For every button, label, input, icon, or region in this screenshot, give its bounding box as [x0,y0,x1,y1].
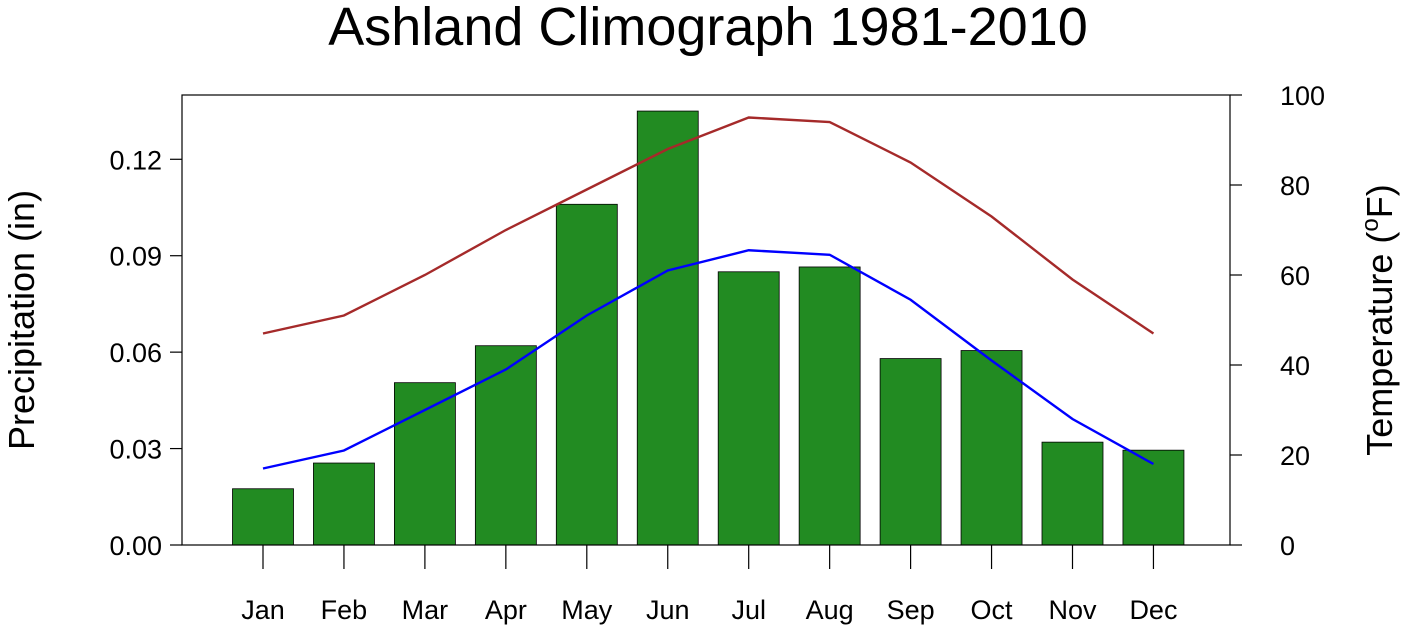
temperature-axis: 0 20 40 60 80 100 [1230,81,1325,561]
precipitation-tick-label: 0.09 [109,242,162,272]
precipitation-axis-title: Precipitation (in) [1,190,42,450]
temperature-tick-label: 0 [1280,531,1295,561]
precipitation-tick-label: 0.12 [109,145,162,175]
temperature-axis-title: Temperature (oF) [1357,184,1400,455]
precipitation-bar-may [555,203,618,546]
temperature-line-low [262,249,1155,470]
month-label-nov: Nov [1048,595,1097,625]
precipitation-bar-sep [879,358,942,546]
precipitation-bars [232,110,1185,546]
precipitation-tick-label: 0.03 [109,435,162,465]
temperature-tick-label: 40 [1280,351,1310,381]
precipitation-bar-oct [960,350,1023,546]
precipitation-tick-label: 0.06 [109,338,162,368]
temperature-axis-title-prefix: Temperature ( [1359,232,1400,456]
precipitation-bar-dec [1122,449,1185,546]
month-label-apr: Apr [485,595,527,625]
temperature-tick-label: 20 [1280,441,1310,471]
precipitation-tick-label: 0.00 [109,531,162,561]
precipitation-bar-nov [1041,441,1104,546]
month-label-jun: Jun [646,595,690,625]
chart-title: Ashland Climograph 1981-2010 [328,0,1088,57]
precipitation-bar-jul [717,271,780,546]
temperature-lines [262,116,1155,470]
precipitation-bar-jan [232,488,294,546]
month-label-mar: Mar [402,595,449,625]
precipitation-bar-feb [313,462,375,546]
temperature-axis-title-degree: o [1357,218,1384,231]
precipitation-bar-jun [636,110,699,546]
precipitation-axis: 0.00 0.03 0.06 0.09 0.12 [109,145,182,561]
precipitation-bar-apr [474,345,537,546]
precipitation-bar-mar [393,382,456,546]
temperature-tick-label: 80 [1280,171,1310,201]
precipitation-bar-aug [798,266,861,546]
month-label-oct: Oct [971,595,1014,625]
month-label-aug: Aug [806,595,854,625]
temperature-line-high [262,116,1155,335]
month-axis: Jan Feb Mar Apr May Jun Jul Aug Sep Oct Nov Dec [241,545,1177,625]
temperature-tick-label: 100 [1280,81,1325,111]
month-label-dec: Dec [1129,595,1177,625]
month-label-feb: Feb [321,595,368,625]
month-label-sep: Sep [887,595,935,625]
temperature-tick-label: 60 [1280,261,1310,291]
temperature-axis-title-suffix: F) [1359,184,1400,218]
month-label-may: May [561,595,613,625]
plot-frame [181,94,1231,546]
month-label-jan: Jan [241,595,285,625]
month-label-jul: Jul [731,595,766,625]
